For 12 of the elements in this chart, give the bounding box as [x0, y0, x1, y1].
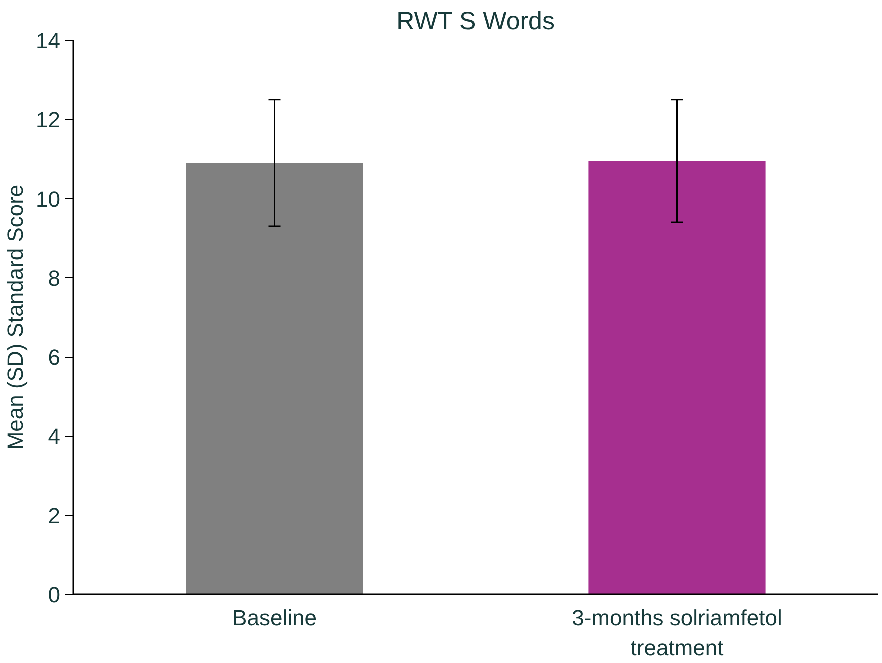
y-tick-label: 2 [48, 503, 61, 528]
y-tick-label: 6 [48, 345, 61, 370]
chart-title: RWT S Words [396, 8, 555, 36]
x-tick-label: Baseline [232, 606, 317, 630]
y-tick-label: 10 [36, 186, 61, 212]
y-tick-label: 12 [36, 108, 61, 133]
y-tick-label: 4 [48, 424, 61, 450]
y-tick-label: 8 [48, 266, 61, 291]
y-tick-label: 14 [36, 28, 61, 54]
x-tick-label: 3-months solriamfetol treatment [572, 606, 782, 660]
y-axis-title: Mean (SD) Standard Score [3, 184, 28, 450]
y-tick-label: 0 [48, 582, 61, 608]
